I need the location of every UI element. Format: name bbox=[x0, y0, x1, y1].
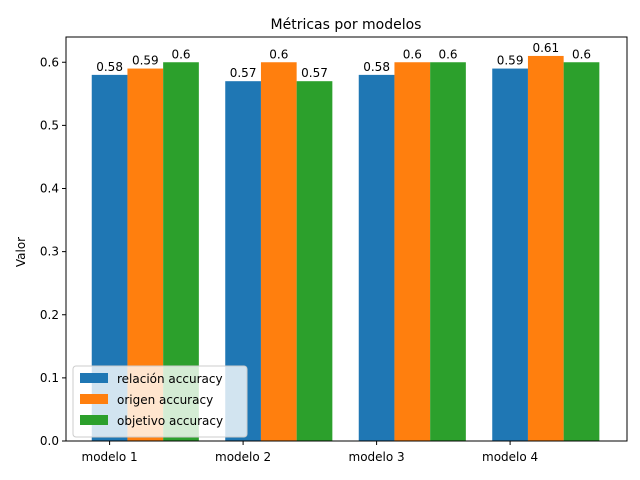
y-ticks-group: 0.0 0.1 0.2 0.3 0.4 0.5 0.6 bbox=[40, 55, 66, 448]
legend: relación accuracy origen accuracy objetivo… bbox=[72, 365, 248, 438]
bar-2-3 bbox=[394, 62, 431, 441]
legend-swatch-2 bbox=[80, 394, 108, 404]
legend-swatch-1 bbox=[80, 373, 108, 383]
x-tick-label: modelo 3 bbox=[349, 450, 405, 464]
y-tick-label: 0.3 bbox=[40, 245, 59, 259]
bar-2-2 bbox=[260, 62, 297, 441]
data-label-3-1: 0.6 bbox=[171, 47, 190, 61]
y-axis-label: Valor bbox=[14, 237, 28, 267]
data-label-3-3: 0.6 bbox=[438, 47, 457, 61]
legend-box bbox=[72, 365, 248, 438]
data-label-1-2: 0.57 bbox=[230, 66, 257, 80]
bar-1-3 bbox=[358, 74, 395, 441]
data-labels-group: 0.58 0.57 0.58 0.59 0.59 0.6 0.6 0.61 0.6 0.57 0.6… bbox=[96, 41, 591, 80]
data-label-3-2: 0.57 bbox=[301, 66, 328, 80]
chart-title: Métricas por modelos bbox=[271, 17, 422, 33]
y-tick-label: 0.2 bbox=[40, 308, 59, 322]
data-label-3-4: 0.6 bbox=[572, 47, 591, 61]
bar-2-4 bbox=[527, 55, 564, 441]
plot-frame bbox=[65, 36, 628, 442]
y-tick-label: 0.5 bbox=[40, 118, 59, 132]
bar-3-3 bbox=[430, 62, 466, 441]
y-tick-label: 0.6 bbox=[40, 55, 59, 69]
legend-label-1: relación accuracy bbox=[117, 372, 223, 386]
x-tick-label: modelo 2 bbox=[215, 450, 271, 464]
bar-3-4 bbox=[563, 62, 600, 441]
x-tick-label: modelo 4 bbox=[482, 450, 538, 464]
x-tick-label: modelo 1 bbox=[82, 450, 138, 464]
y-tick-label: 0.1 bbox=[40, 371, 59, 385]
data-label-2-1: 0.59 bbox=[132, 54, 159, 68]
data-label-1-4: 0.59 bbox=[497, 54, 524, 68]
x-ticks-group: modelo 1 modelo 2 modelo 3 modelo 4 bbox=[82, 441, 538, 464]
y-tick-label: 0.0 bbox=[40, 434, 59, 448]
legend-label-3: objetivo accuracy bbox=[117, 414, 223, 428]
data-label-2-4: 0.61 bbox=[532, 41, 559, 55]
bar-3-2 bbox=[296, 81, 333, 441]
legend-label-2: origen accuracy bbox=[117, 393, 213, 407]
bar-1-4 bbox=[492, 68, 528, 441]
y-tick-label: 0.4 bbox=[40, 182, 59, 196]
data-label-2-3: 0.6 bbox=[403, 47, 422, 61]
data-label-1-3: 0.58 bbox=[363, 60, 390, 74]
data-label-2-2: 0.6 bbox=[269, 47, 288, 61]
data-label-1-1: 0.58 bbox=[96, 60, 123, 74]
legend-swatch-3 bbox=[80, 415, 108, 425]
